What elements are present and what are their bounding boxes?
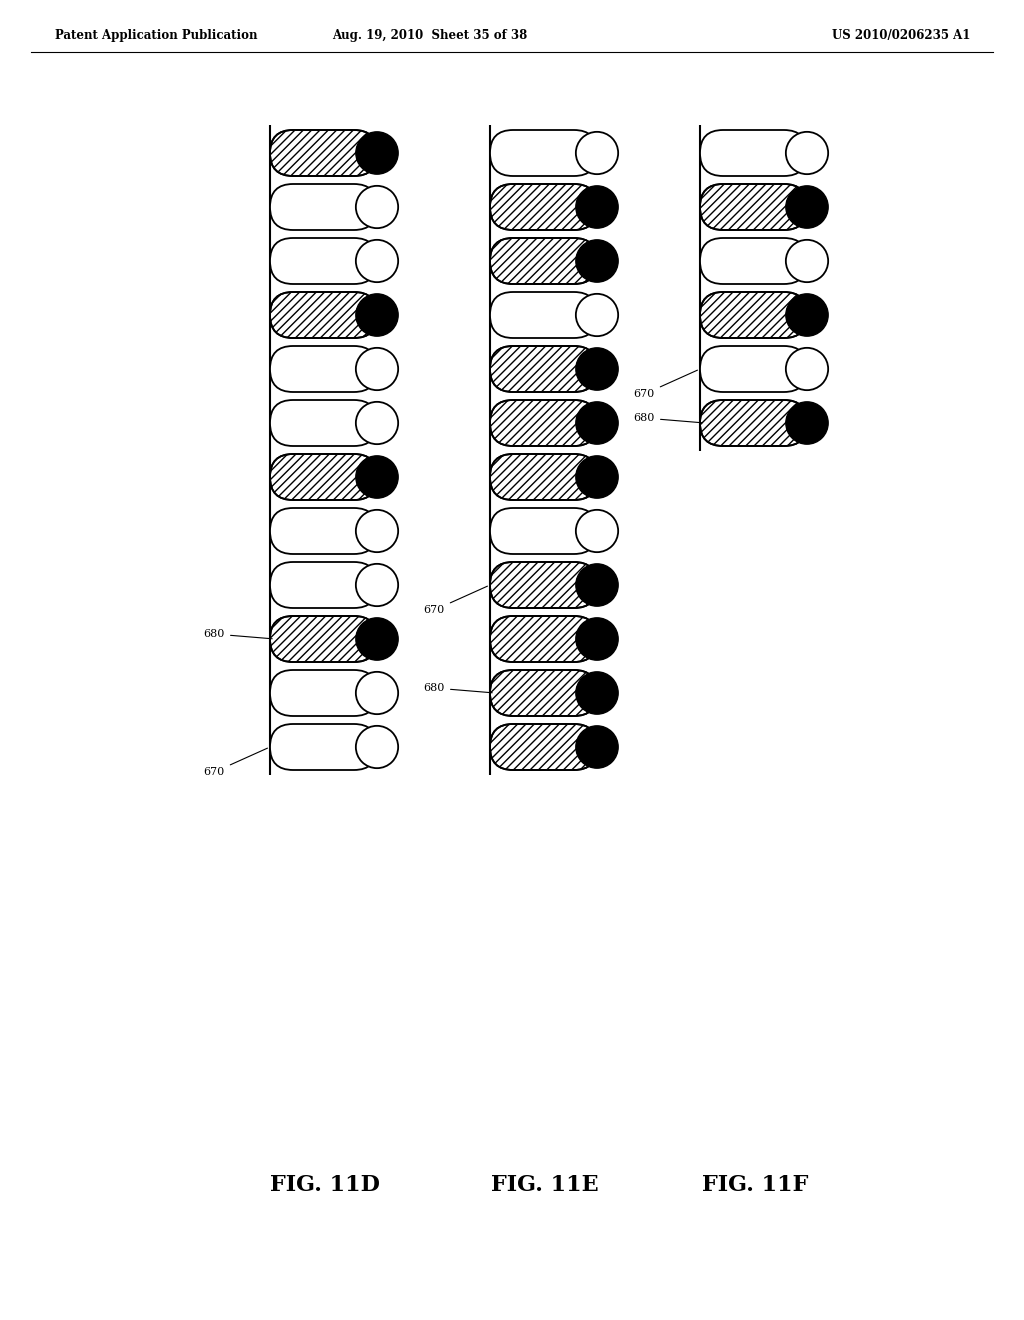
Text: FIG. 11E: FIG. 11E (492, 1173, 599, 1196)
Circle shape (356, 618, 398, 660)
Text: 680: 680 (424, 682, 493, 693)
FancyBboxPatch shape (700, 400, 807, 446)
FancyBboxPatch shape (490, 400, 597, 446)
FancyBboxPatch shape (270, 400, 377, 446)
FancyBboxPatch shape (270, 562, 377, 609)
FancyBboxPatch shape (270, 723, 377, 770)
FancyBboxPatch shape (700, 129, 807, 176)
Text: US 2010/0206235 A1: US 2010/0206235 A1 (831, 29, 970, 41)
FancyBboxPatch shape (270, 616, 377, 663)
FancyBboxPatch shape (270, 238, 377, 284)
FancyBboxPatch shape (270, 454, 377, 500)
Circle shape (356, 455, 398, 498)
FancyBboxPatch shape (700, 238, 807, 284)
Text: 670: 670 (634, 370, 697, 399)
Circle shape (575, 348, 618, 391)
Circle shape (785, 401, 828, 444)
FancyBboxPatch shape (490, 508, 597, 554)
FancyBboxPatch shape (270, 183, 377, 230)
FancyBboxPatch shape (490, 346, 597, 392)
Text: Aug. 19, 2010  Sheet 35 of 38: Aug. 19, 2010 Sheet 35 of 38 (333, 29, 527, 41)
Circle shape (356, 564, 398, 606)
FancyBboxPatch shape (490, 671, 597, 715)
Circle shape (785, 240, 828, 282)
Circle shape (356, 726, 398, 768)
FancyBboxPatch shape (700, 292, 807, 338)
FancyBboxPatch shape (700, 183, 807, 230)
Circle shape (356, 348, 398, 391)
Circle shape (575, 240, 618, 282)
Text: 680: 680 (204, 630, 272, 639)
Circle shape (356, 186, 398, 228)
Circle shape (356, 510, 398, 552)
FancyBboxPatch shape (270, 292, 377, 338)
Circle shape (785, 348, 828, 391)
Circle shape (785, 186, 828, 228)
Text: 670: 670 (424, 586, 487, 615)
FancyBboxPatch shape (490, 723, 597, 770)
Circle shape (785, 294, 828, 337)
FancyBboxPatch shape (490, 562, 597, 609)
Circle shape (575, 510, 618, 552)
Circle shape (575, 564, 618, 606)
FancyBboxPatch shape (490, 183, 597, 230)
Circle shape (356, 401, 398, 444)
Circle shape (785, 132, 828, 174)
Circle shape (575, 726, 618, 768)
Circle shape (575, 186, 618, 228)
Circle shape (356, 240, 398, 282)
FancyBboxPatch shape (270, 671, 377, 715)
FancyBboxPatch shape (490, 616, 597, 663)
Circle shape (356, 672, 398, 714)
FancyBboxPatch shape (270, 346, 377, 392)
FancyBboxPatch shape (270, 129, 377, 176)
Circle shape (575, 294, 618, 337)
Circle shape (575, 672, 618, 714)
FancyBboxPatch shape (490, 292, 597, 338)
Text: Patent Application Publication: Patent Application Publication (55, 29, 257, 41)
FancyBboxPatch shape (700, 346, 807, 392)
FancyBboxPatch shape (490, 454, 597, 500)
Text: 670: 670 (204, 748, 267, 777)
Text: FIG. 11F: FIG. 11F (701, 1173, 808, 1196)
FancyBboxPatch shape (490, 238, 597, 284)
Circle shape (575, 455, 618, 498)
Text: 680: 680 (634, 413, 702, 422)
Circle shape (575, 132, 618, 174)
Text: FIG. 11D: FIG. 11D (270, 1173, 380, 1196)
Circle shape (356, 132, 398, 174)
Circle shape (575, 618, 618, 660)
Circle shape (356, 294, 398, 337)
Circle shape (575, 401, 618, 444)
FancyBboxPatch shape (490, 129, 597, 176)
FancyBboxPatch shape (270, 508, 377, 554)
